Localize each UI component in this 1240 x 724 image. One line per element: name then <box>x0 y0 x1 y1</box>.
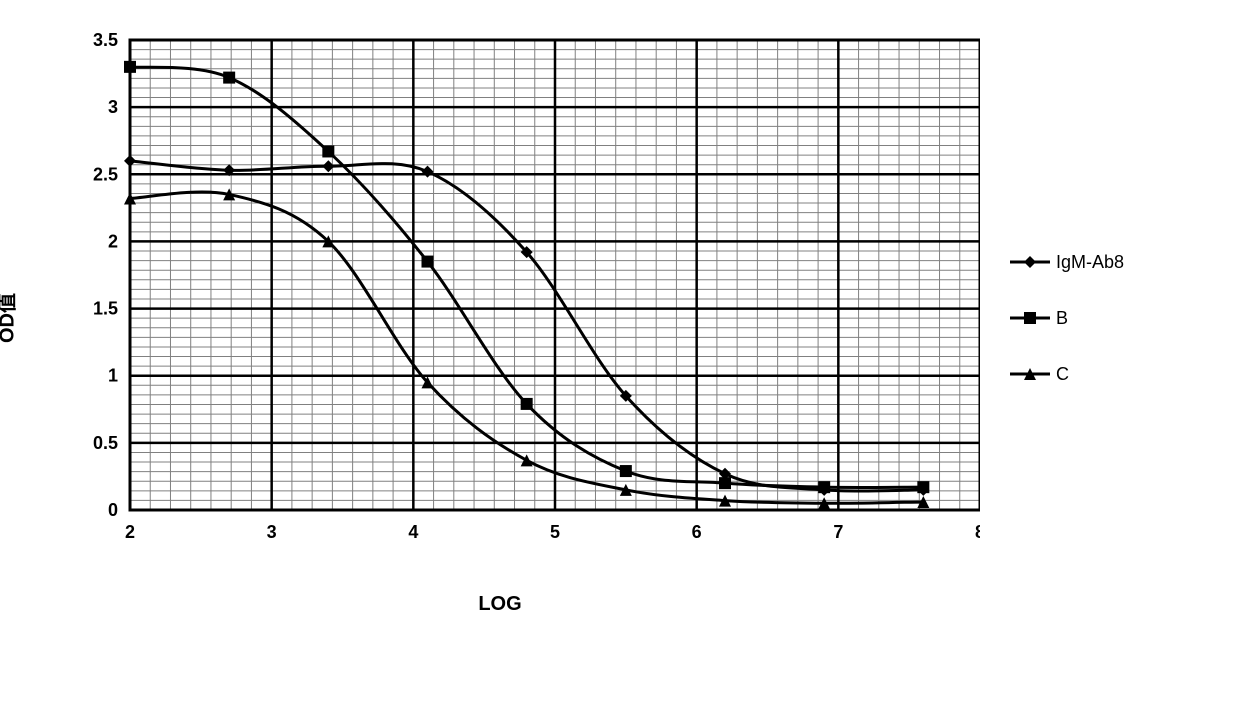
svg-text:5: 5 <box>550 522 560 542</box>
svg-text:3: 3 <box>267 522 277 542</box>
legend-marker-diamond <box>1010 252 1050 272</box>
svg-text:7: 7 <box>833 522 843 542</box>
legend-label: C <box>1056 364 1069 385</box>
svg-text:3.5: 3.5 <box>93 30 118 50</box>
legend: IgM-Ab8 B C <box>1010 252 1124 385</box>
svg-text:0.5: 0.5 <box>93 433 118 453</box>
svg-text:1: 1 <box>108 366 118 386</box>
svg-text:2: 2 <box>108 231 118 251</box>
svg-text:4: 4 <box>408 522 418 542</box>
svg-text:2: 2 <box>125 522 135 542</box>
chart-container: OD值 234567800.511.522.533.5 LOG IgM-Ab8B… <box>20 20 1220 616</box>
legend-label: B <box>1056 308 1068 329</box>
y-axis-label: OD值 <box>0 293 20 343</box>
svg-text:1.5: 1.5 <box>93 299 118 319</box>
chart-svg: 2 3 4 5 6 7 8 0 0.5 1 1.5 2 2.5 3 3.5 <box>20 20 980 580</box>
svg-text:6: 6 <box>692 522 702 542</box>
legend-item: IgM-Ab8 <box>1010 252 1124 273</box>
legend-item: B <box>1010 308 1124 329</box>
legend-label: IgM-Ab8 <box>1056 252 1124 273</box>
svg-text:2.5: 2.5 <box>93 164 118 184</box>
chart-wrapper: OD值 234567800.511.522.533.5 LOG <box>20 20 980 616</box>
svg-text:8: 8 <box>975 522 980 542</box>
svg-text:3: 3 <box>108 97 118 117</box>
x-axis-label: LOG <box>20 593 980 616</box>
legend-item: C <box>1010 364 1124 385</box>
legend-marker-square <box>1010 308 1050 328</box>
legend-marker-triangle <box>1010 364 1050 384</box>
svg-text:0: 0 <box>108 500 118 520</box>
